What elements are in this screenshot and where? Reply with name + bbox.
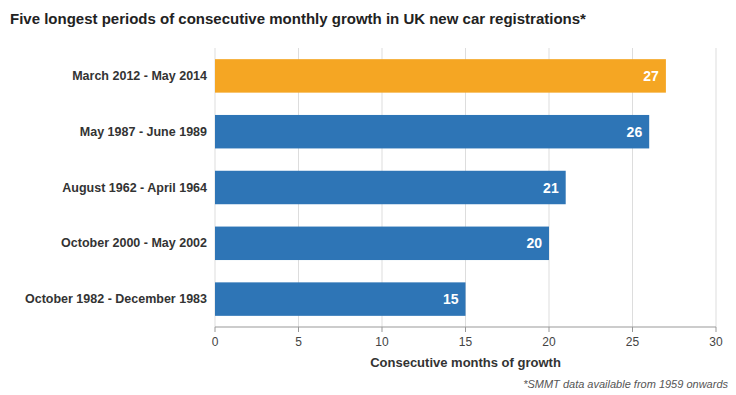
- bar: [215, 282, 466, 315]
- category-label: August 1962 - April 1964: [62, 181, 207, 195]
- tick-mark: [382, 327, 383, 332]
- tick-label: 0: [212, 335, 219, 349]
- data-label: 26: [627, 124, 643, 140]
- title: Five longest periods of consecutive mont…: [10, 10, 586, 27]
- tick-mark: [465, 327, 466, 332]
- data-label: 21: [543, 180, 559, 196]
- x-axis-label: Consecutive months of growth: [370, 355, 561, 370]
- grid-line: [716, 48, 717, 327]
- data-label: 27: [643, 68, 659, 84]
- category-label: October 1982 - December 1983: [25, 292, 207, 306]
- footnote: *SMMT data available from 1959 onwards: [523, 378, 728, 390]
- tick-label: 15: [459, 335, 473, 349]
- category-label: March 2012 - May 2014: [72, 69, 207, 83]
- tick-mark: [716, 327, 717, 332]
- tick-mark: [632, 327, 633, 332]
- tick-label: 10: [375, 335, 389, 349]
- tick-label: 30: [709, 335, 723, 349]
- tick-label: 5: [295, 335, 302, 349]
- tick-label: 25: [626, 335, 640, 349]
- tick-mark: [298, 327, 299, 332]
- bar: [215, 115, 649, 148]
- tick-mark: [549, 327, 550, 332]
- tick-label: 20: [542, 335, 556, 349]
- bar: [215, 59, 666, 92]
- bar: [215, 227, 549, 260]
- grid: [215, 48, 716, 327]
- data-label: 15: [443, 291, 459, 307]
- bar: [215, 171, 566, 204]
- chart: Five longest periods of consecutive mont…: [0, 0, 736, 395]
- bars: [215, 59, 666, 316]
- category-label: May 1987 - June 1989: [80, 125, 207, 139]
- data-label: 20: [526, 235, 542, 251]
- tick-mark: [215, 327, 216, 332]
- category-label: October 2000 - May 2002: [61, 236, 207, 250]
- x-axis-line: [215, 327, 716, 328]
